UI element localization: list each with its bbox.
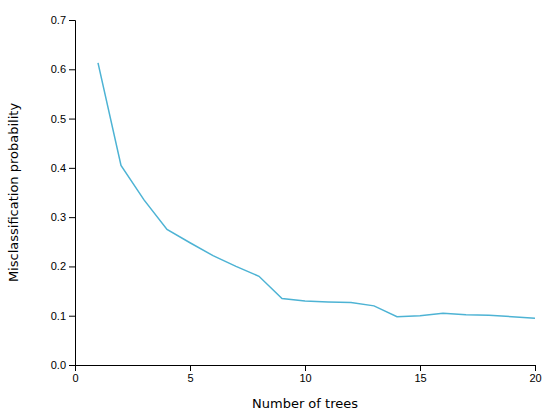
axis-line	[76, 366, 536, 372]
tick: 0.7	[51, 14, 75, 26]
tick-label: 0.5	[51, 113, 66, 125]
tick-mark	[69, 266, 75, 267]
tick-mark	[69, 69, 75, 70]
marks	[98, 63, 535, 318]
tick-mark	[69, 365, 75, 366]
tick-label: 0.4	[51, 162, 66, 174]
tick-label: 0.2	[51, 260, 66, 272]
tick-mark	[190, 365, 191, 371]
tick-label: 0.7	[51, 14, 66, 26]
tick: 0.2	[51, 260, 75, 272]
tick-mark	[69, 168, 75, 169]
tick-label: 20	[529, 372, 541, 384]
tick-label: 10	[299, 372, 311, 384]
tick: 0.0	[51, 359, 75, 371]
tick: 0	[72, 365, 78, 384]
tick: 0.6	[51, 63, 75, 75]
tick: 0.1	[51, 310, 75, 322]
tick-mark	[535, 365, 536, 371]
tick: 0.3	[51, 211, 75, 223]
tick-label: 0.1	[51, 310, 66, 322]
tick-label: 0.3	[51, 211, 66, 223]
tick-mark	[420, 365, 421, 371]
tick: 5	[187, 365, 193, 384]
tick-label: 0	[72, 372, 78, 384]
axis-line	[69, 21, 76, 366]
tick-mark	[69, 316, 75, 317]
tick-mark	[69, 20, 75, 21]
tick: 20	[529, 365, 541, 384]
y-axis-title: Misclassification probability	[6, 103, 21, 282]
plot: 0 5 10 15 20 0.0 0.1 0.2 0.3 0.4 0.5 0.6 0.7	[51, 14, 542, 384]
tick-label: 0.0	[51, 359, 66, 371]
chart: 0 5 10 15 20 0.0 0.1 0.2 0.3 0.4 0.5 0.6 0.7 Number o…	[0, 0, 560, 420]
y-axis: 0.0 0.1 0.2 0.3 0.4 0.5 0.6 0.7	[51, 14, 76, 371]
x-axis-title: Number of trees	[252, 396, 358, 411]
tick-label: 0.6	[51, 63, 66, 75]
tick: 0.4	[51, 162, 75, 174]
tick: 15	[414, 365, 426, 384]
tick-label: 15	[414, 372, 426, 384]
tick: 10	[299, 365, 311, 384]
x-axis: 0 5 10 15 20	[72, 365, 541, 384]
tick: 0.5	[51, 113, 75, 125]
tick-mark	[305, 365, 306, 371]
tick-mark	[69, 119, 75, 120]
tick-mark	[69, 217, 75, 218]
line	[98, 63, 535, 318]
tick-label: 5	[187, 372, 193, 384]
